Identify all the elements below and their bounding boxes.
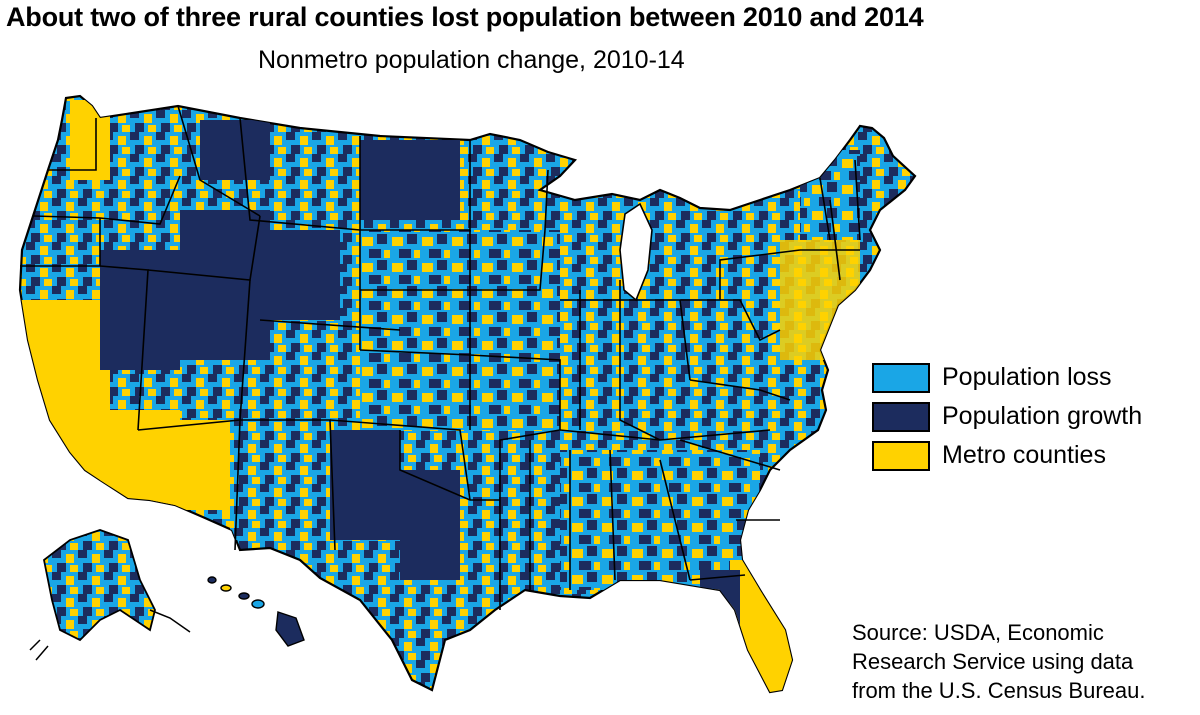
- legend-label: Metro counties: [942, 441, 1106, 469]
- state-borders: [20, 105, 861, 610]
- map-subtitle: Nonmetro population change, 2010-14: [258, 46, 685, 74]
- legend-label: Population loss: [942, 363, 1112, 391]
- alaska: [29, 529, 191, 661]
- lake-michigan: [619, 202, 653, 302]
- source-line: Research Service using data: [852, 649, 1134, 674]
- legend-item-loss: Population loss: [872, 358, 1142, 397]
- us-county-map: [0, 80, 940, 710]
- hawaii: [207, 576, 305, 647]
- source-line: Source: USDA, Economic: [852, 620, 1104, 645]
- swatch-metro-icon: [872, 440, 930, 471]
- swatch-loss-icon: [872, 362, 930, 393]
- legend-item-growth: Population growth: [872, 397, 1142, 436]
- legend: Population loss Population growth Metro …: [872, 358, 1142, 475]
- source-line: from the U.S. Census Bureau.: [852, 678, 1146, 703]
- map-svg: [18, 94, 917, 694]
- legend-label: Population growth: [942, 402, 1143, 430]
- legend-item-metro: Metro counties: [872, 436, 1142, 475]
- swatch-growth-icon: [872, 401, 930, 432]
- map-title: About two of three rural counties lost p…: [6, 2, 924, 32]
- source-note: Source: USDA, Economic Research Service …: [852, 618, 1145, 705]
